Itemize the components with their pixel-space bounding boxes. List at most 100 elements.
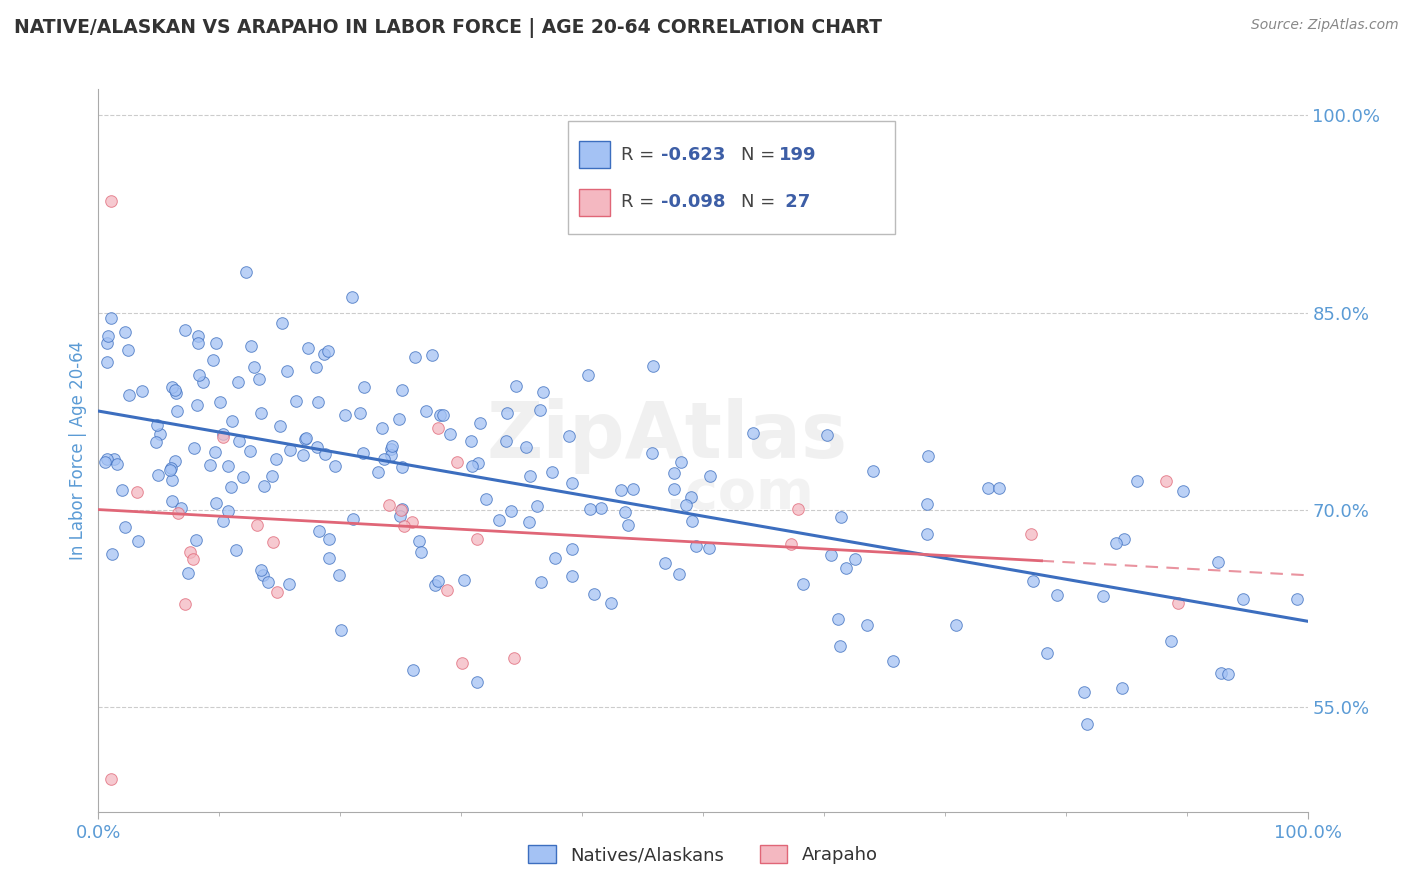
Point (495, 434, 517, 448)
Point (446, 455, 468, 469)
Point (378, 499, 401, 513)
Point (232, 469, 254, 483)
Point (460, 434, 482, 448)
Point (1160, 634, 1182, 648)
Point (159, 463, 181, 477)
Point (208, 394, 231, 409)
Point (307, 394, 329, 409)
Point (389, 508, 412, 523)
Point (408, 533, 430, 548)
Point (114, 519, 136, 533)
Point (167, 506, 190, 520)
Point (503, 651, 526, 665)
Point (100, 310, 122, 325)
Point (160, 461, 183, 475)
Point (668, 566, 690, 581)
Point (1154, 474, 1177, 488)
Point (541, 465, 564, 479)
Point (529, 403, 551, 417)
Point (292, 448, 315, 462)
Y-axis label: In Labor Force | Age 20-64: In Labor Force | Age 20-64 (69, 341, 87, 560)
Point (429, 408, 451, 422)
Point (465, 675, 488, 690)
Point (610, 483, 633, 497)
Point (388, 411, 411, 425)
Point (787, 502, 810, 516)
Point (201, 352, 224, 367)
Point (915, 497, 938, 511)
Point (1022, 574, 1045, 588)
Point (1111, 681, 1133, 695)
Point (827, 612, 849, 626)
Point (582, 587, 605, 601)
Point (815, 428, 838, 442)
Point (96, 355, 118, 369)
Point (160, 493, 183, 508)
Point (640, 446, 662, 460)
Point (266, 585, 288, 599)
Point (118, 388, 141, 402)
Point (264, 452, 287, 467)
Point (1216, 667, 1239, 681)
Point (977, 481, 1000, 495)
Point (1019, 527, 1042, 541)
Point (148, 427, 170, 442)
Point (212, 430, 235, 444)
Point (250, 406, 273, 420)
Point (515, 440, 537, 454)
Point (380, 448, 402, 462)
Point (917, 449, 939, 463)
Point (391, 459, 413, 474)
Point (675, 498, 697, 512)
Point (221, 414, 243, 428)
Point (1036, 646, 1059, 660)
Point (643, 359, 665, 374)
Point (212, 514, 235, 528)
Point (1073, 684, 1095, 698)
Point (856, 618, 879, 632)
Point (558, 428, 581, 442)
Point (187, 329, 209, 343)
Point (828, 639, 851, 653)
Point (835, 561, 858, 575)
Point (578, 501, 600, 516)
Point (669, 455, 692, 469)
Point (97, 329, 120, 343)
Point (101, 547, 124, 561)
Point (328, 568, 350, 582)
Point (697, 541, 720, 555)
Point (432, 409, 454, 423)
Point (225, 543, 247, 558)
Point (1167, 596, 1189, 610)
Point (186, 398, 208, 412)
Point (451, 656, 474, 670)
Point (371, 421, 394, 435)
Point (145, 434, 167, 449)
Point (277, 576, 299, 591)
Point (204, 445, 226, 459)
Point (278, 443, 301, 458)
Point (439, 427, 461, 442)
Point (165, 386, 187, 401)
Point (830, 510, 852, 524)
Point (250, 563, 273, 577)
Point (257, 575, 280, 590)
Point (127, 484, 149, 499)
Point (245, 517, 267, 532)
Point (352, 446, 374, 460)
Point (427, 574, 450, 588)
Point (179, 544, 201, 558)
Point (1046, 588, 1069, 602)
Point (415, 404, 437, 418)
Point (262, 535, 284, 549)
Point (517, 515, 540, 529)
Point (780, 537, 803, 551)
Point (131, 384, 153, 398)
Point (226, 376, 249, 390)
Point (496, 406, 519, 420)
Point (114, 325, 136, 339)
Point (318, 550, 340, 565)
Point (505, 378, 527, 392)
Point (1105, 535, 1128, 549)
Point (329, 624, 352, 638)
